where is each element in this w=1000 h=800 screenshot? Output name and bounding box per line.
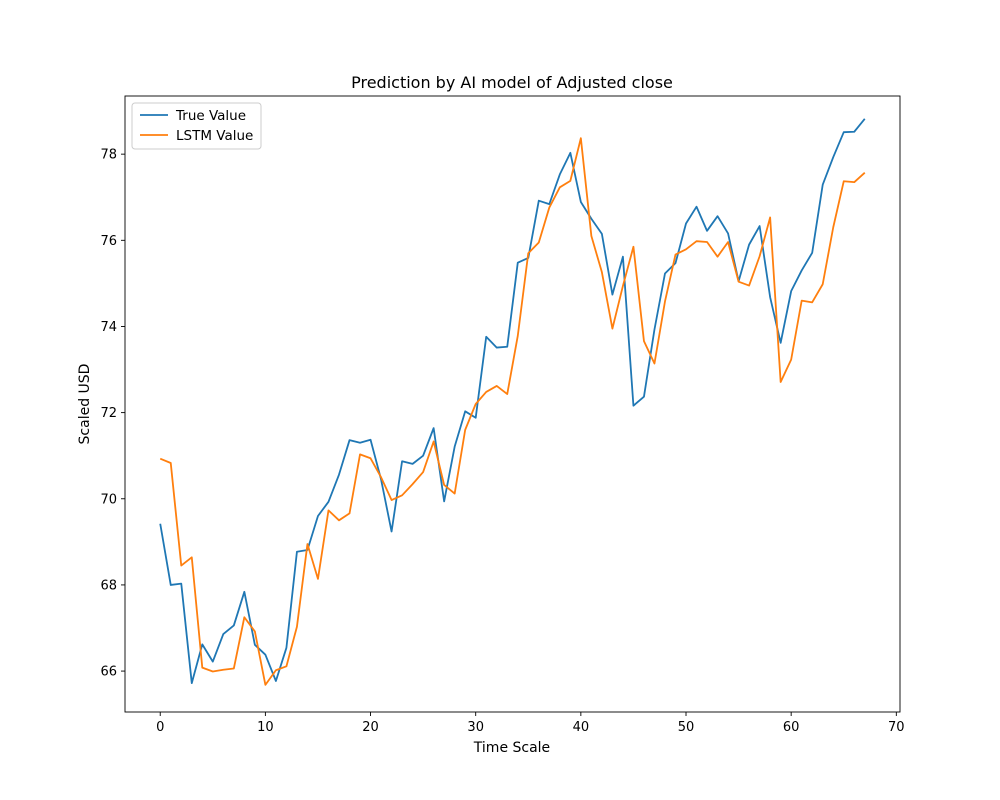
legend-label: LSTM Value	[176, 128, 253, 144]
y-tick-label: 70	[100, 492, 117, 507]
y-tick-label: 74	[100, 320, 117, 335]
x-tick-label: 20	[362, 720, 379, 735]
x-tick-label: 40	[573, 720, 590, 735]
y-tick-label: 68	[100, 578, 117, 593]
x-tick-label: 10	[257, 720, 274, 735]
x-tick-label: 60	[783, 720, 800, 735]
y-tick-label: 78	[100, 148, 117, 163]
x-tick-label: 70	[888, 720, 905, 735]
chart-title: Prediction by AI model of Adjusted close	[351, 73, 673, 92]
x-axis-label: Time Scale	[473, 740, 550, 756]
y-tick-label: 72	[100, 406, 117, 421]
legend: True Value LSTM Value	[131, 102, 262, 150]
x-tick-label: 30	[467, 720, 484, 735]
y-tick-label: 76	[100, 234, 117, 249]
legend-label: True Value	[175, 108, 246, 124]
plot-frame	[124, 95, 901, 713]
x-tick-label: 0	[156, 720, 164, 735]
y-tick-label: 66	[100, 665, 117, 680]
plot-area: 0 10 20 30 40 50 60 70 66 68 70 72 74 76 78	[100, 95, 905, 735]
x-tick-label: 50	[678, 720, 695, 735]
y-axis-label: Scaled USD	[77, 364, 93, 445]
series-line-lstm-value	[159, 137, 866, 686]
series-line-true-value	[159, 118, 866, 685]
